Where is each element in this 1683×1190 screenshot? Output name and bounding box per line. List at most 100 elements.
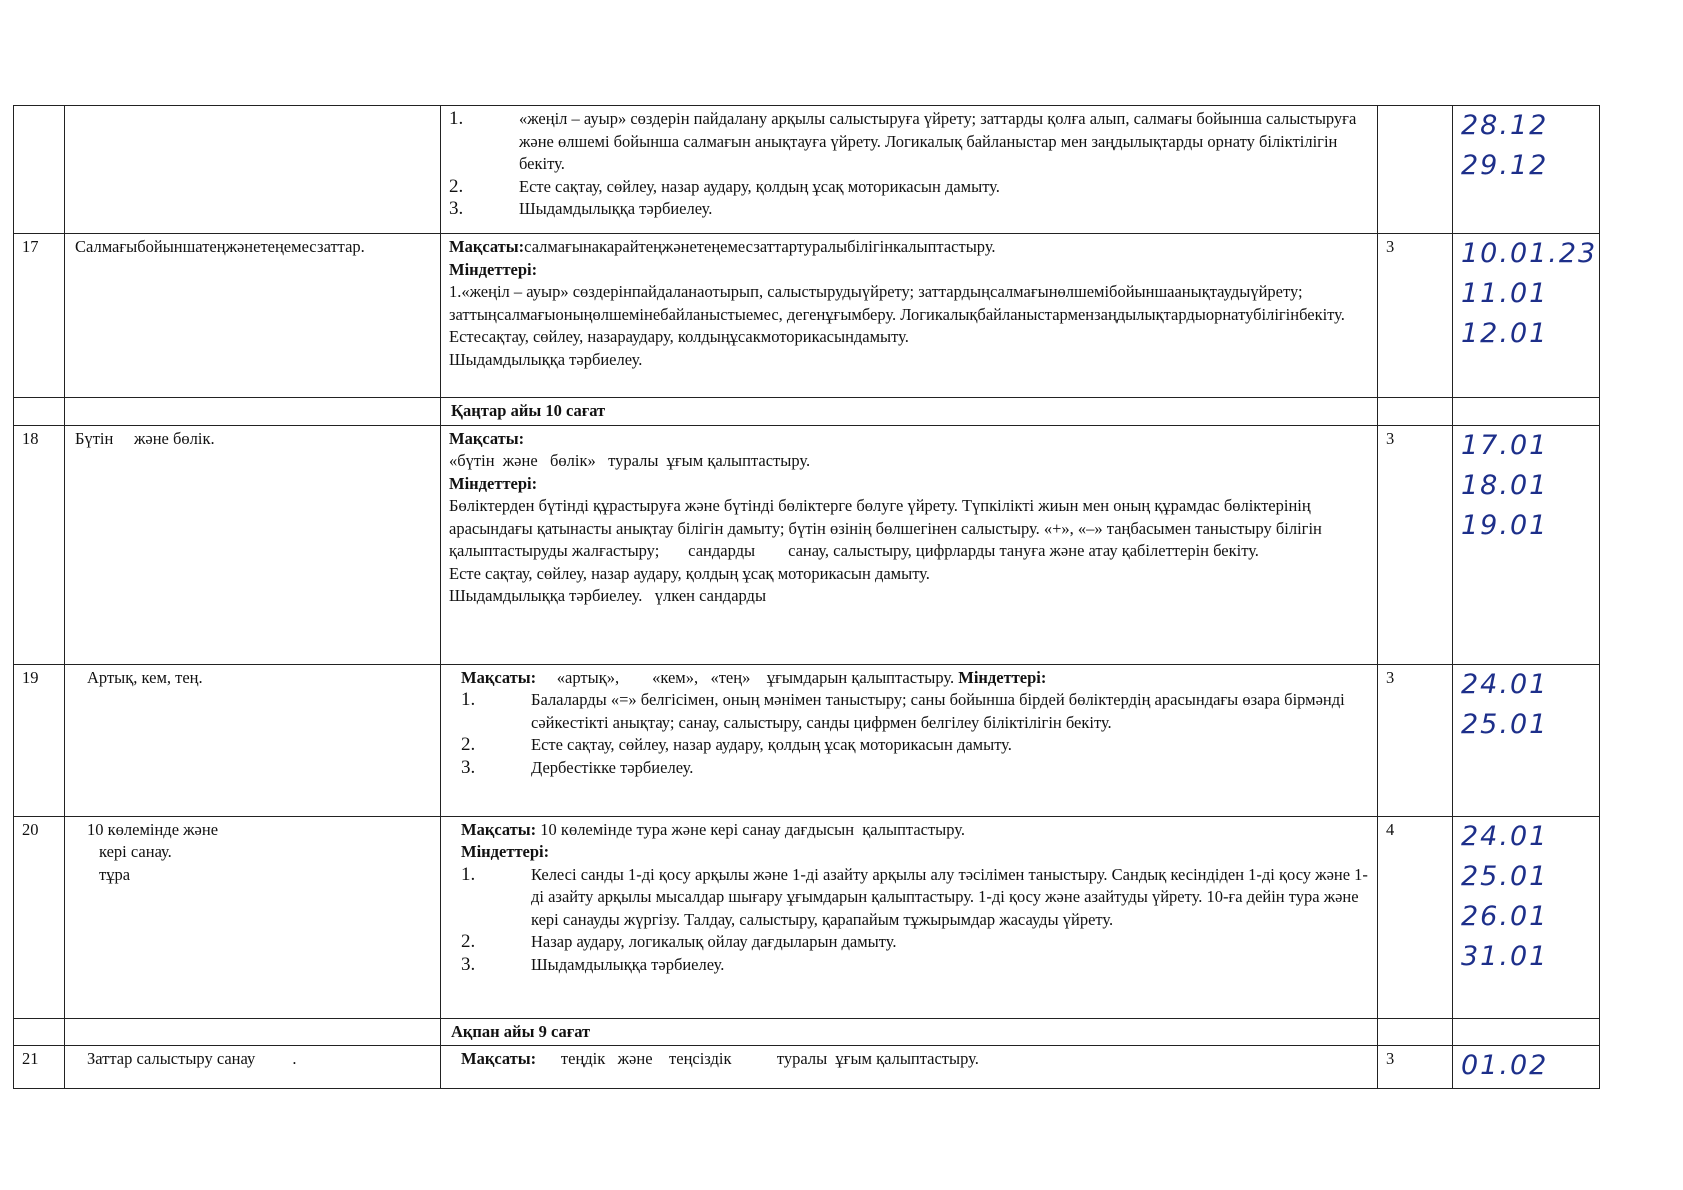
item-number: 3. <box>449 198 464 219</box>
table-row: 21 Заттар салыстыру санау . Мақсаты: теңді… <box>13 1045 1600 1089</box>
cell <box>13 397 65 426</box>
item-text: Шыдамдылыққа тәрбиелеу. <box>519 199 713 218</box>
bold-label: Міндеттері: <box>449 259 538 279</box>
hours: 3 <box>1386 667 1395 687</box>
hours-cell: 3 <box>1377 233 1453 398</box>
item-number: 2. <box>461 931 476 952</box>
item-number: 1. <box>461 863 476 885</box>
number-cell: 21 <box>13 1045 65 1089</box>
content-cell: Мақсаты: теңдік және теңсіздік туралы ұғ… <box>440 1045 1378 1089</box>
topic-line: 10 көлемінде және <box>87 819 219 839</box>
topic-cell <box>64 105 441 234</box>
handwritten-date: 25.01 <box>1461 860 1549 892</box>
table-row: 18 Бүтін және бөлік. Мақсаты: «бүтін және б… <box>13 424 1600 665</box>
hours: 3 <box>1386 428 1395 448</box>
plan-table: 1. «жеңіл – ауыр» сөздерін пайдалану арқы… <box>13 105 1600 1089</box>
bold-label: Міндеттері: <box>958 667 1047 687</box>
bold-label: Мақсаты: <box>461 819 537 839</box>
numbered-item: 1. Балаларды «=» белгісімен, оның мәнімен… <box>461 689 1369 734</box>
dates-cell: 01.02 <box>1452 1045 1600 1089</box>
paragraph-text: «бүтін және бөлік» туралы ұғым қалыптаст… <box>449 451 811 470</box>
item-number: 2. <box>449 175 464 197</box>
topic-cell: Заттар салыстыру санау . <box>64 1045 441 1089</box>
paragraph: «бүтін және бөлік» туралы ұғым қалыптаст… <box>449 450 1369 473</box>
bold-label: Мақсаты: <box>461 667 537 687</box>
paragraph: Шыдамдылыққа тәрбиелеу. <box>449 349 1369 372</box>
item-text: Балаларды «=» белгісімен, оның мәнімен т… <box>531 690 1345 732</box>
bold-label: Міндеттері: <box>449 473 538 493</box>
topic-line: тұра <box>99 864 131 884</box>
handwritten-date: 11.01 <box>1461 278 1549 309</box>
topic-line: Артық, кем, тең. <box>87 667 203 687</box>
hours: 3 <box>1386 1049 1395 1068</box>
bold-label: Міндеттері: <box>461 842 550 861</box>
content-cell: Мақсаты: 10 көлемінде тура және кері сан… <box>440 815 1378 1019</box>
row-number: 20 <box>22 819 39 839</box>
topic-cell: Салмағыбойыншатеңжәнетеңемесзаттар. <box>64 233 441 398</box>
topic-line: Бүтін және бөлік. <box>75 428 215 448</box>
paragraph: Шыдамдылыққа тәрбиелеу. үлкен сандарды <box>449 585 1369 608</box>
handwritten-date: 18.01 <box>1461 469 1549 501</box>
item-text: Дербестікке тәрбиелеу. <box>531 757 694 777</box>
handwritten-date: 24.01 <box>1461 668 1549 700</box>
hours: 4 <box>1386 819 1395 839</box>
item-text: Келесі санды 1-ді қосу арқылы және 1-ді … <box>531 864 1368 929</box>
paragraph: Есте сақтау, сөйлеу, назар аудару, қолды… <box>449 563 1369 586</box>
topic-cell: Артық, кем, тең. <box>64 663 441 817</box>
bold-label: Мақсаты: <box>449 428 525 448</box>
row-number: 17 <box>22 237 39 256</box>
paragraph-text: Естесақтау, сөйлеу, назараудару, колдыңұ… <box>449 327 909 346</box>
paragraph: Естесақтау, сөйлеу, назараудару, колдыңұ… <box>449 326 1369 349</box>
cell <box>64 397 441 426</box>
topic-cell: 10 көлемінде және кері санау. тұра <box>64 815 441 1019</box>
cell <box>1377 397 1453 426</box>
table-row: 17 Салмағыбойыншатеңжәнетеңемесзаттар. Мақ… <box>13 233 1600 398</box>
hours-cell: 3 <box>1377 663 1453 817</box>
handwritten-date: 24.01 <box>1461 820 1549 852</box>
item-number: 1. <box>449 108 464 129</box>
dates-cell: 17.01 18.01 19.01 <box>1452 424 1600 665</box>
paragraph: 1.«жеңіл – ауыр» сөздерінпайдаланаотырып… <box>449 281 1369 326</box>
table-row: 1. «жеңіл – ауыр» сөздерін пайдалану арқы… <box>13 105 1600 234</box>
hours-cell: 3 <box>1377 1045 1453 1089</box>
paragraph-text: салмағынакарайтеңжәнетеңемесзаттартуралы… <box>524 237 996 256</box>
handwritten-date: 29.12 <box>1461 150 1549 181</box>
dates-cell: 10.01.23 11.01 12.01 <box>1452 233 1600 398</box>
item-text: Есте сақтау, сөйлеу, назар аудару, қолды… <box>519 176 1000 196</box>
paragraph: Мақсаты: <box>449 428 1369 451</box>
numbered-item: 2. Назар аудару, логикалық ойлау дағдылар… <box>461 931 1369 954</box>
number-cell: 17 <box>13 233 65 398</box>
number-cell: 20 <box>13 815 65 1019</box>
paragraph: Мақсаты: 10 көлемінде тура және кері сан… <box>461 819 1369 842</box>
handwritten-date: 19.01 <box>1461 509 1549 541</box>
numbered-item: 2. Есте сақтау, сөйлеу, назар аудару, қол… <box>449 176 1369 199</box>
paragraph: Мақсаты: «артық», «кем», «тең» ұғымдарын… <box>461 667 1369 690</box>
table-row: 19 Артық, кем, тең. Мақсаты: «артық», «кем… <box>13 663 1600 817</box>
item-text: «жеңіл – ауыр» сөздерін пайдалану арқылы… <box>519 109 1357 173</box>
handwritten-date: 12.01 <box>1461 318 1549 349</box>
numbered-item: 3. Шыдамдылыққа тәрбиелеу. <box>449 198 1369 221</box>
dates-cell: 24.01 25.01 26.01 31.01 <box>1452 815 1600 1019</box>
table-row: Қаңтар айы 10 сағат <box>13 397 1600 426</box>
cell <box>1377 1017 1453 1046</box>
hours-cell: 4 <box>1377 815 1453 1019</box>
paragraph: Мақсаты: теңдік және теңсіздік туралы ұғ… <box>461 1048 1369 1071</box>
paragraph-text: Бөліктерден бүтінді құрастыруға және бүт… <box>449 496 1326 560</box>
paragraph-text: Шыдамдылыққа тәрбиелеу. <box>449 349 643 369</box>
number-cell <box>13 105 65 234</box>
topic-line: Заттар салыстыру санау . <box>87 1049 297 1068</box>
hours-cell: 3 <box>1377 424 1453 665</box>
paragraph: Бөліктерден бүтінді құрастыруға және бүт… <box>449 495 1369 563</box>
content-cell: Мақсаты:салмағынакарайтеңжәнетеңемесзатт… <box>440 233 1378 398</box>
topic-line: Салмағыбойыншатеңжәнетеңемесзаттар. <box>75 237 365 256</box>
cell <box>1452 397 1600 426</box>
handwritten-date: 01.02 <box>1461 1050 1549 1081</box>
content-cell: Мақсаты: «артық», «кем», «тең» ұғымдарын… <box>440 663 1378 817</box>
handwritten-date: 31.01 <box>1461 940 1549 972</box>
handwritten-date: 28.12 <box>1461 110 1549 141</box>
item-number: 2. <box>461 734 476 755</box>
dates-cell: 24.01 25.01 <box>1452 663 1600 817</box>
paragraph-text: Есте сақтау, сөйлеу, назар аудару, қолды… <box>449 563 930 583</box>
handwritten-date: 25.01 <box>1461 708 1549 740</box>
row-number: 21 <box>22 1049 39 1068</box>
